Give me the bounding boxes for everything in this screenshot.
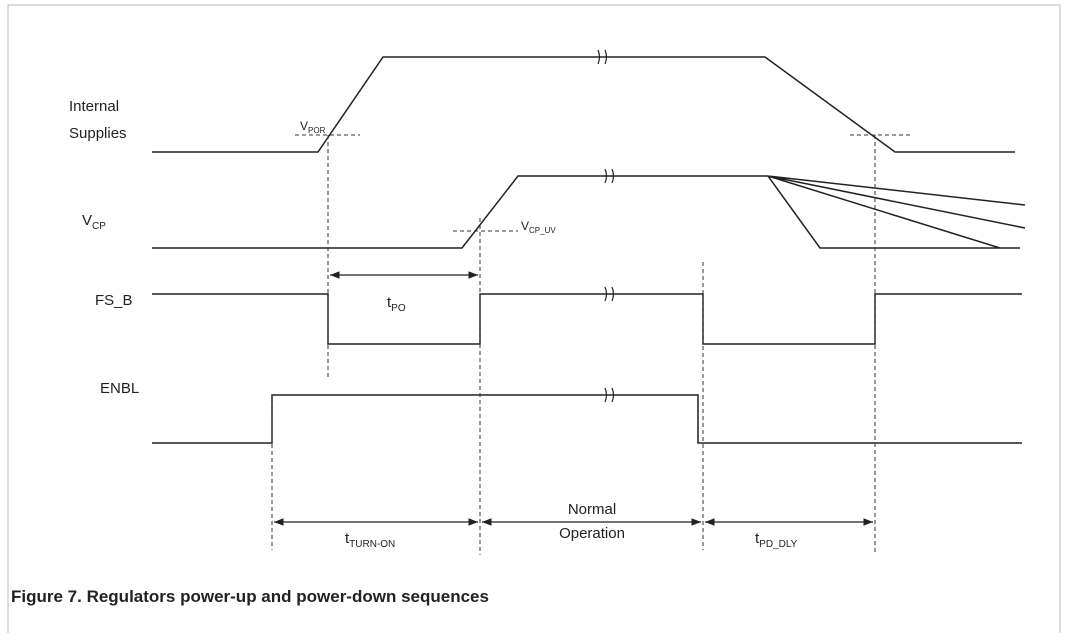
signal-label: VCP <box>82 212 106 232</box>
annotation: VCP_UV <box>521 219 556 235</box>
internal-supplies-wave <box>152 56 1015 153</box>
enbl-wave <box>152 394 1022 444</box>
arrows <box>274 271 873 526</box>
annotation: tPD_DLY <box>755 530 798 550</box>
fsb-wave <box>152 293 1022 345</box>
vcp-wave <box>152 175 1026 249</box>
annotation: tPO <box>387 294 406 314</box>
annotation: Operation <box>559 525 625 542</box>
annotation: VPOR <box>300 119 326 135</box>
signal-label: Internal <box>69 98 119 115</box>
frame <box>7 4 1061 633</box>
signal-label: ENBL <box>100 380 139 397</box>
annotation: Normal <box>568 501 616 518</box>
signal-label: FS_B <box>95 292 133 309</box>
break-marks <box>597 49 615 403</box>
signal-label: Supplies <box>69 125 127 142</box>
guides <box>271 134 912 555</box>
annotation: tTURN-ON <box>345 530 395 550</box>
caption: Figure 7. Regulators power-up and power-… <box>11 587 489 606</box>
